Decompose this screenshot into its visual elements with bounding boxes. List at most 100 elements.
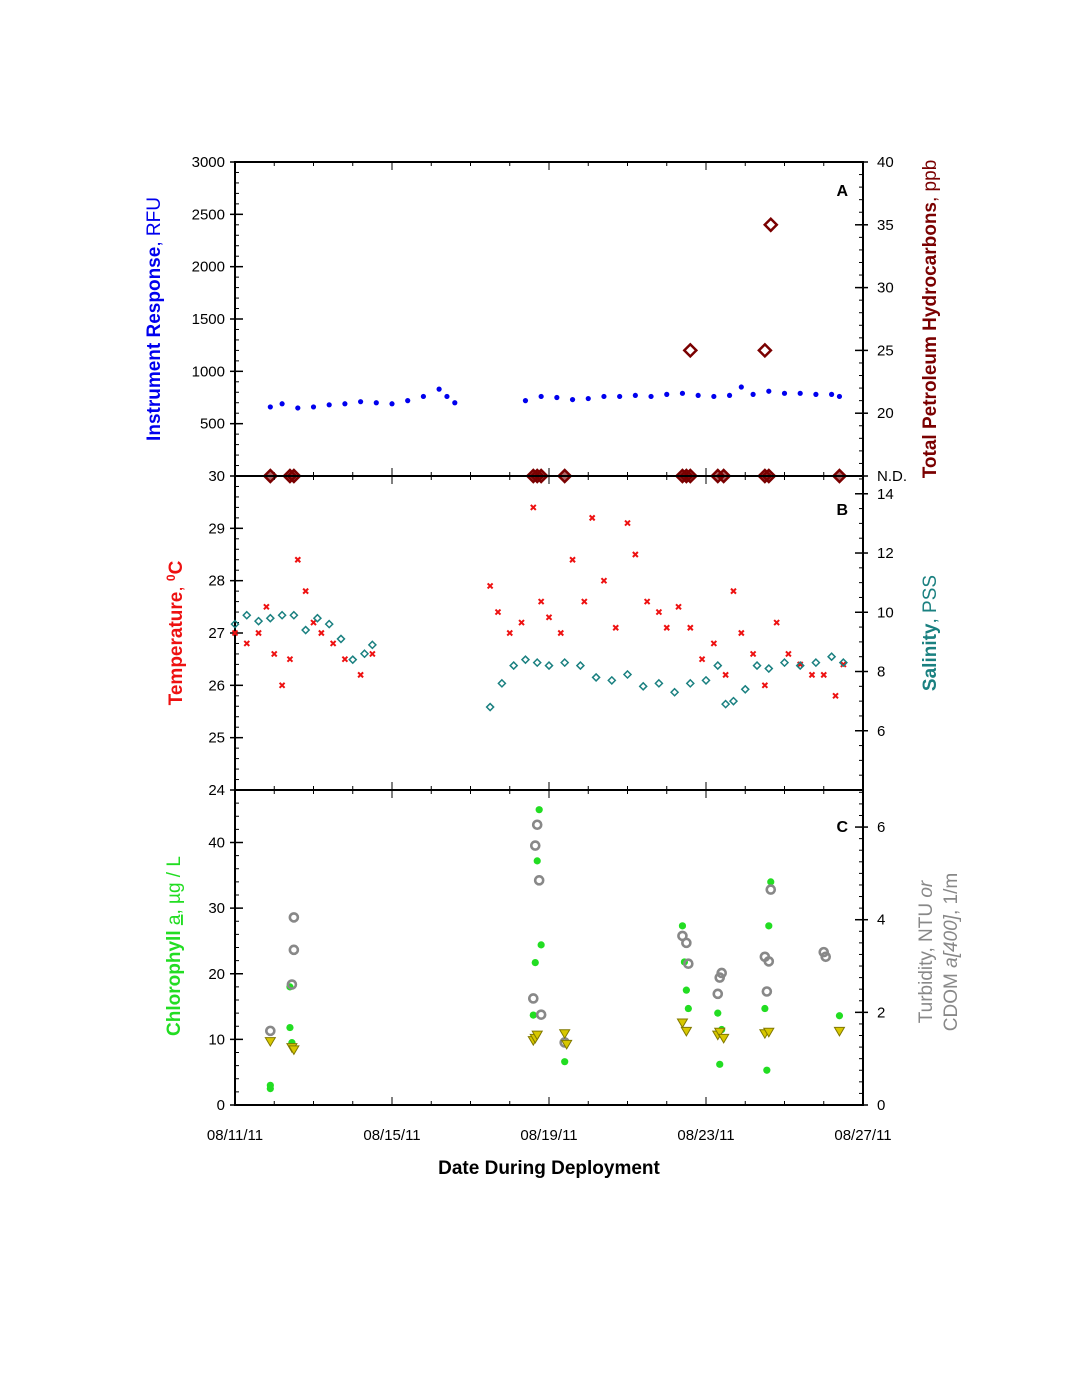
series-tph-samples-above-detection: [682, 217, 779, 359]
right-tick-label: 14: [877, 486, 894, 503]
data-point: [710, 640, 718, 647]
right-tick-label: 30: [877, 280, 894, 297]
left-tick-label: 30: [208, 900, 225, 917]
series-cdom-a-400-: [264, 1018, 846, 1056]
x-tick-label: 08/15/11: [363, 1127, 420, 1144]
right-tick-label: 0: [877, 1097, 885, 1114]
data-point: [765, 922, 773, 930]
data-point: [420, 393, 426, 400]
data-point: [785, 650, 792, 658]
data-point: [294, 556, 302, 563]
data-point: [494, 608, 502, 616]
left-tick-label: 27: [208, 625, 225, 642]
data-point: [522, 398, 529, 404]
data-point: [581, 598, 588, 605]
panel-c: 0 10 20 30 40 0 2 4 6 C Chlorophyll a, µg / L Tu…: [164, 789, 962, 1114]
data-point: [681, 937, 692, 949]
data-point: [648, 393, 654, 400]
x-axis-title: Date During Deployment: [438, 1158, 660, 1179]
data-point: [750, 391, 756, 397]
data-point: [231, 629, 239, 637]
right-tick-label: 35: [877, 217, 894, 234]
data-point: [836, 393, 843, 400]
data-point: [730, 587, 737, 595]
data-point: [289, 610, 299, 620]
right-tick-label: 40: [877, 154, 894, 171]
data-point: [554, 394, 560, 401]
panel-a-right-axis-title: Total Petroleum Hydrocarbons, ppb: [920, 160, 941, 479]
data-point: [301, 625, 311, 635]
panel-b-left-axis-title: Temperature, 0C: [164, 560, 187, 705]
data-point: [253, 616, 264, 626]
data-point: [714, 1009, 722, 1017]
data-point: [632, 551, 639, 558]
data-point: [762, 1027, 775, 1038]
data-point: [762, 217, 779, 233]
data-point: [286, 655, 294, 663]
data-point: [766, 388, 772, 394]
x-tick-label: 08/23/11: [677, 1127, 734, 1144]
data-point: [678, 922, 687, 930]
data-point: [518, 619, 525, 626]
data-point: [326, 402, 332, 408]
data-point: [263, 603, 270, 611]
data-point: [265, 613, 275, 623]
data-point: [310, 619, 317, 626]
panel-c-right-axis-title-line2: CDOM a[400], 1/m: [941, 873, 962, 1031]
right-tick-label: 20: [877, 405, 894, 422]
data-point: [537, 598, 545, 605]
data-point: [835, 1012, 844, 1020]
data-point: [569, 396, 576, 403]
data-point: [369, 650, 376, 658]
data-point: [538, 393, 544, 400]
data-point: [318, 629, 325, 637]
data-point: [713, 1027, 726, 1038]
data-point: [740, 684, 750, 694]
data-point: [679, 390, 686, 396]
data-point: [569, 556, 576, 563]
data-point: [833, 1026, 846, 1037]
data-point: [561, 1058, 569, 1066]
data-point: [638, 681, 648, 691]
data-point: [286, 979, 298, 990]
data-point: [367, 640, 377, 650]
data-point: [713, 661, 723, 671]
data-point: [485, 702, 495, 712]
data-point: [267, 404, 273, 410]
data-point: [752, 661, 762, 671]
data-point: [716, 1060, 724, 1068]
panel-a-left-axis-title: Instrument Response, RFU: [144, 197, 165, 441]
data-point: [670, 687, 680, 697]
data-point: [622, 669, 633, 680]
data-point: [295, 405, 301, 411]
data-point: [255, 629, 262, 637]
panel-c-letter: C: [836, 819, 848, 836]
data-point: [535, 1009, 547, 1020]
data-point: [329, 640, 337, 647]
data-point: [585, 395, 591, 402]
data-point: [533, 875, 545, 886]
data-point: [749, 650, 757, 658]
panel-a: 3050010001500200025003000N.D.2025303540 …: [144, 154, 941, 485]
data-point: [544, 661, 554, 671]
data-point: [711, 393, 717, 400]
data-point: [808, 671, 816, 679]
data-point: [286, 1023, 294, 1032]
right-tick-label: 6: [877, 819, 885, 836]
data-point: [781, 390, 788, 396]
panel-c-left-axis-title: Chlorophyll a, µg / L: [164, 856, 185, 1036]
data-point: [527, 993, 539, 1004]
left-tick-label: 1500: [192, 311, 225, 328]
data-point: [726, 392, 733, 399]
data-point: [533, 857, 541, 865]
data-point: [712, 988, 724, 1000]
data-point: [632, 392, 638, 399]
data-point: [537, 941, 545, 949]
data-point: [601, 393, 607, 400]
data-point: [761, 1004, 769, 1013]
data-point: [591, 672, 601, 682]
right-tick-label: 4: [877, 912, 885, 929]
right-tick-label: 12: [877, 545, 894, 562]
right-tick-label: 6: [877, 723, 885, 740]
